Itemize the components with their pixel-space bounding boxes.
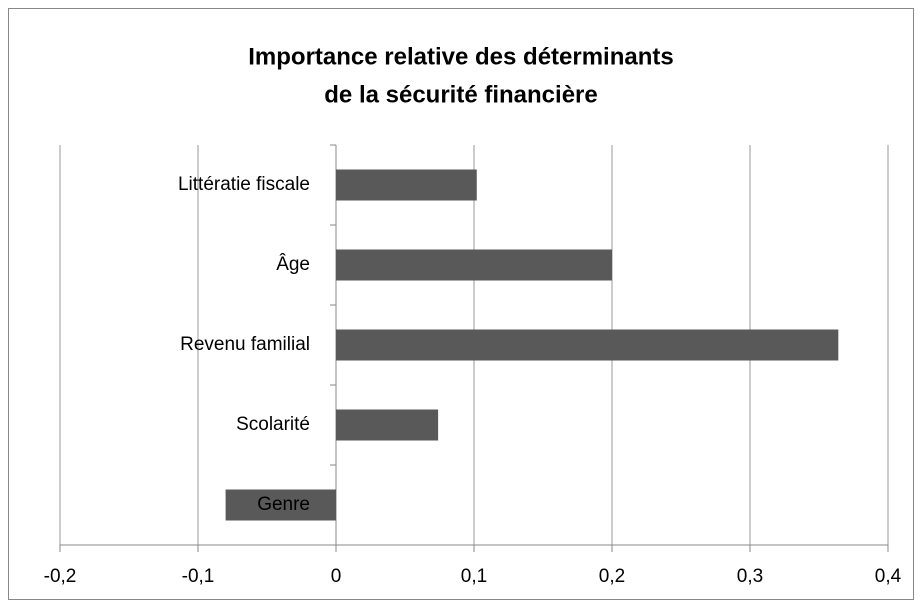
y-tick-label: Âge xyxy=(276,253,310,275)
y-tick-label: Scolarité xyxy=(236,414,310,435)
x-tick-label: 0,3 xyxy=(737,566,763,587)
x-tick-label: 0,2 xyxy=(599,566,625,587)
chart-title: Importance relative des déterminants xyxy=(248,43,673,70)
y-tick-label: Revenu familial xyxy=(180,334,310,355)
bar xyxy=(225,489,336,521)
x-tick-label: 0,1 xyxy=(461,566,487,587)
y-tick-label: Genre xyxy=(257,494,310,515)
bar xyxy=(336,409,439,441)
chart-border xyxy=(8,8,914,600)
x-tick-label: -0,1 xyxy=(182,566,215,587)
bar xyxy=(336,329,839,361)
x-tick-label: -0,2 xyxy=(44,566,77,587)
chart-title: de la sécurité financière xyxy=(324,81,597,108)
y-tick-label: Littératie fiscale xyxy=(178,174,310,195)
bar xyxy=(336,169,477,201)
x-tick-label: 0,4 xyxy=(875,566,902,587)
x-tick-label: 0 xyxy=(331,566,342,587)
bar xyxy=(336,249,612,281)
